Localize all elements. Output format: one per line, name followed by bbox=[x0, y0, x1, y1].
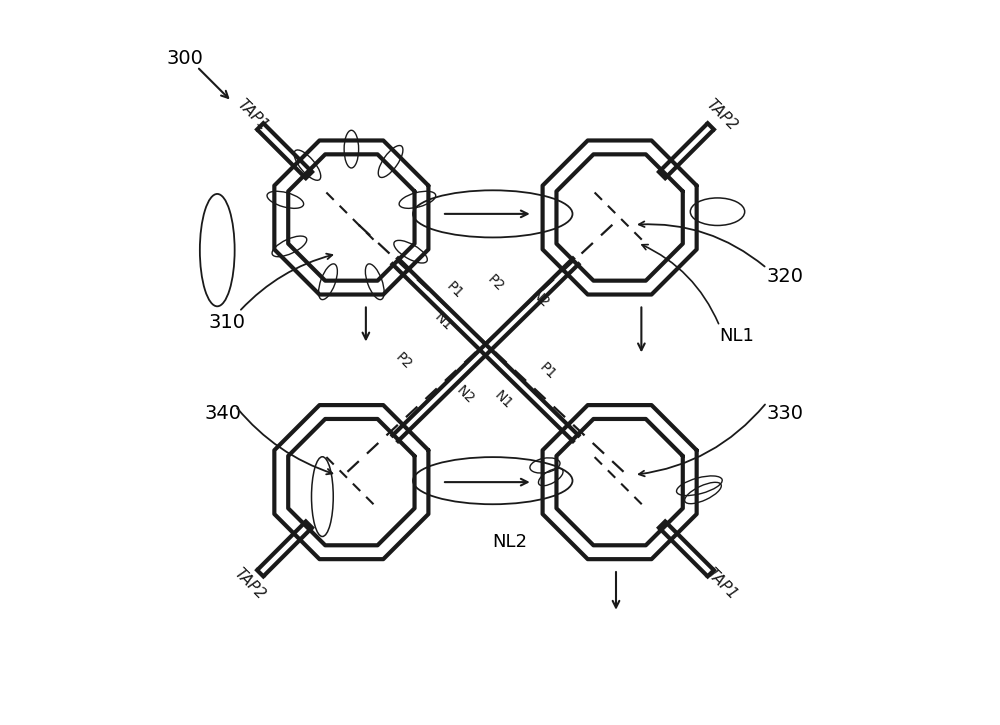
Text: TAP2: TAP2 bbox=[231, 566, 268, 602]
Text: N1: N1 bbox=[491, 389, 515, 412]
Text: N2: N2 bbox=[453, 384, 477, 407]
Text: TAP2: TAP2 bbox=[703, 97, 740, 134]
Text: 340: 340 bbox=[205, 404, 242, 423]
Text: NL2: NL2 bbox=[493, 533, 528, 550]
Text: N1: N1 bbox=[432, 310, 455, 334]
Text: 300: 300 bbox=[166, 49, 203, 67]
Text: 330: 330 bbox=[767, 404, 804, 423]
Text: P2: P2 bbox=[393, 350, 415, 372]
Text: 320: 320 bbox=[767, 268, 804, 286]
Text: NL1: NL1 bbox=[719, 327, 754, 344]
Text: P2: P2 bbox=[485, 272, 507, 294]
Text: P1: P1 bbox=[536, 360, 558, 382]
Text: P1: P1 bbox=[444, 279, 466, 301]
Text: TAP1: TAP1 bbox=[703, 566, 740, 602]
Text: 310: 310 bbox=[209, 313, 246, 332]
Text: N2: N2 bbox=[528, 288, 552, 311]
Text: TAP1: TAP1 bbox=[234, 97, 271, 134]
